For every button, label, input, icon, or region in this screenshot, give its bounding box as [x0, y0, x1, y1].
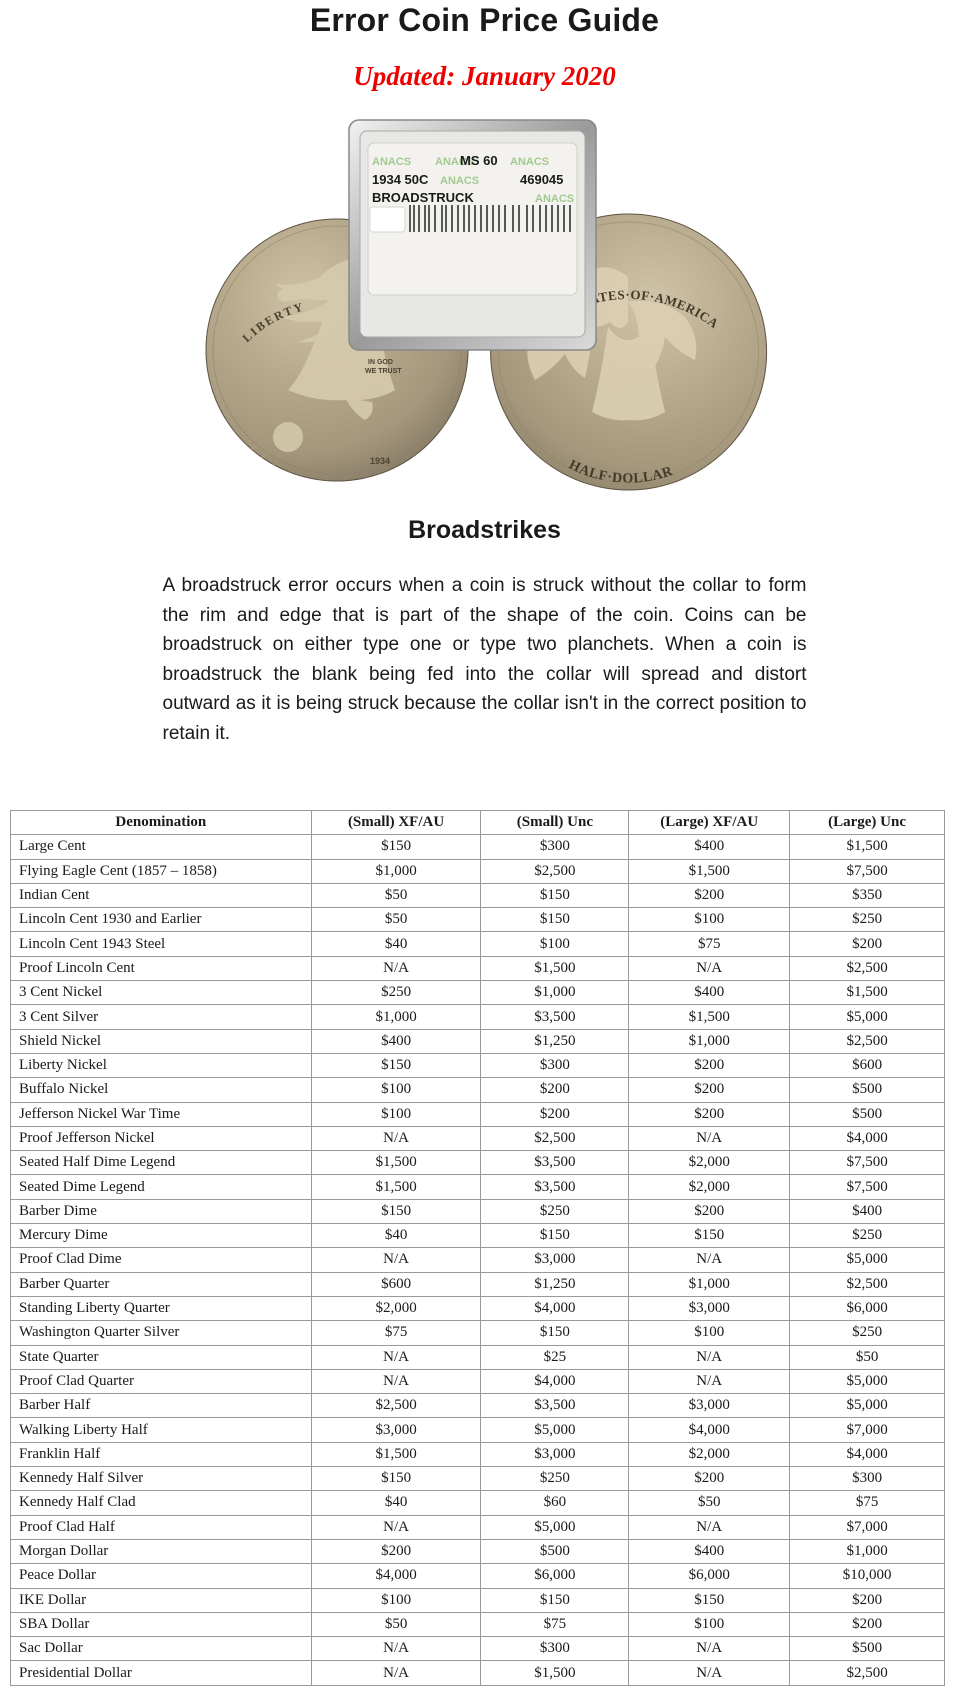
svg-text:MS 60: MS 60	[460, 153, 498, 168]
svg-text:ANACS: ANACS	[372, 156, 411, 168]
svg-text:1934: 1934	[370, 456, 390, 466]
svg-text:ANACS: ANACS	[440, 175, 479, 187]
svg-text:1934 50C: 1934 50C	[372, 172, 429, 187]
svg-text:469045: 469045	[520, 172, 563, 187]
svg-text:BROADSTRUCK: BROADSTRUCK	[372, 190, 474, 205]
svg-text:ANACS: ANACS	[510, 156, 549, 168]
svg-text:WE TRUST: WE TRUST	[365, 368, 402, 375]
svg-text:IN GOD: IN GOD	[368, 359, 393, 366]
svg-text:ANACS: ANACS	[535, 193, 574, 205]
